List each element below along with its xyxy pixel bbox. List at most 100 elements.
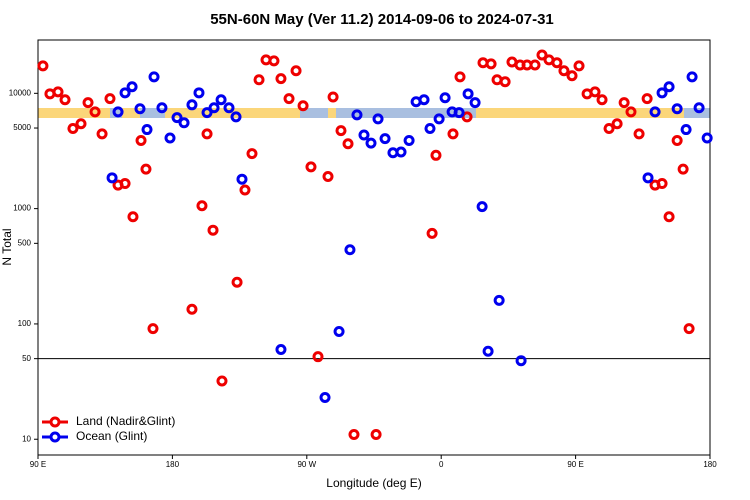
point — [641, 93, 653, 105]
point — [335, 125, 347, 137]
point — [418, 94, 430, 106]
point — [119, 87, 131, 99]
point — [104, 93, 116, 105]
point — [677, 163, 689, 175]
y-tick-label: 500 — [18, 238, 32, 247]
band-ocean — [300, 108, 328, 118]
y-tick-label: 10 — [22, 434, 31, 443]
y-tick-label: 10000 — [9, 88, 32, 97]
point — [127, 211, 139, 223]
y-tick-label: 1000 — [13, 204, 31, 213]
point — [370, 428, 382, 440]
point — [275, 344, 287, 356]
point — [618, 97, 630, 109]
point — [215, 94, 227, 106]
point — [430, 149, 442, 161]
point — [283, 93, 295, 105]
point — [164, 132, 176, 144]
y-tick-label: 50 — [22, 354, 31, 363]
point — [462, 88, 474, 100]
x-axis-label: Longitude (deg E) — [326, 476, 421, 490]
x-tick-label: 0 — [439, 460, 444, 469]
point — [476, 201, 488, 213]
point — [649, 106, 661, 118]
point — [469, 97, 481, 109]
point — [37, 60, 49, 72]
point — [275, 73, 287, 85]
point — [106, 172, 118, 184]
point — [268, 55, 280, 67]
point — [201, 107, 213, 119]
point — [216, 375, 228, 387]
point — [96, 128, 108, 140]
point — [52, 86, 64, 98]
point — [663, 81, 675, 93]
point — [566, 70, 578, 82]
point — [319, 392, 331, 404]
point — [663, 211, 675, 223]
point — [358, 129, 370, 141]
point — [207, 224, 219, 236]
point — [482, 345, 494, 357]
point — [193, 87, 205, 99]
point — [89, 106, 101, 118]
point — [686, 71, 698, 83]
point — [551, 57, 563, 69]
point — [348, 428, 360, 440]
point — [112, 106, 124, 118]
point — [196, 200, 208, 212]
point — [327, 91, 339, 103]
point — [589, 86, 601, 98]
point — [126, 81, 138, 93]
point — [424, 123, 436, 135]
x-tick-label: 180 — [166, 460, 180, 469]
y-axis-label: N Total — [0, 228, 14, 265]
point — [633, 128, 645, 140]
y-tick-label: 5000 — [13, 123, 31, 132]
point — [297, 100, 309, 112]
point — [683, 323, 695, 335]
point — [178, 117, 190, 129]
point — [59, 94, 71, 106]
point — [236, 173, 248, 185]
point — [135, 134, 147, 146]
point — [493, 294, 505, 306]
point — [611, 118, 623, 130]
point — [231, 276, 243, 288]
x-tick-label: 90 E — [30, 460, 46, 469]
point — [625, 106, 637, 118]
legend-label: Ocean (Glint) — [76, 429, 147, 443]
point — [119, 178, 131, 190]
point — [558, 65, 570, 77]
point — [372, 113, 384, 125]
point — [701, 132, 713, 144]
point — [671, 103, 683, 115]
point — [171, 112, 183, 124]
point — [656, 87, 668, 99]
x-tick-label: 90 W — [297, 460, 316, 469]
point — [426, 227, 438, 239]
point — [141, 124, 153, 136]
legend-marker — [49, 431, 61, 443]
band — [38, 108, 710, 118]
point — [148, 71, 160, 83]
point — [573, 60, 585, 72]
band-ocean — [336, 108, 476, 118]
point — [223, 102, 235, 114]
plot-frame — [37, 39, 711, 456]
point — [208, 102, 220, 114]
point — [230, 111, 242, 123]
band-ocean — [110, 108, 122, 118]
point — [140, 163, 152, 175]
point — [603, 123, 615, 135]
point — [453, 107, 465, 119]
point — [439, 92, 451, 104]
point — [596, 94, 608, 106]
x-tick-label: 90 E — [567, 460, 583, 469]
legend-label: Land (Nadir&Glint) — [76, 414, 175, 428]
chart-title: 55N-60N May (Ver 11.2) 2014-09-06 to 202… — [210, 11, 554, 28]
point — [433, 113, 445, 125]
point — [447, 128, 459, 140]
point — [351, 109, 363, 121]
